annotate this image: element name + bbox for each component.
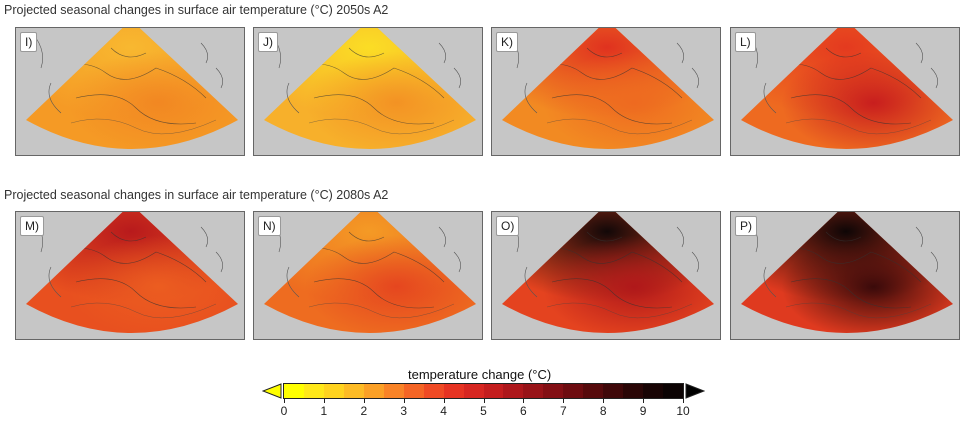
legend-tick-label: 9 [639, 404, 647, 418]
map-panel-j: J) [253, 27, 483, 156]
legend-swatch [483, 384, 504, 398]
legend-tick-mark [363, 399, 365, 403]
map-image [741, 28, 953, 149]
panel-label: I) [20, 32, 38, 52]
map-panel-o: O) [491, 211, 721, 340]
legend-tick-mark [483, 399, 485, 403]
legend-swatch [563, 384, 584, 398]
map-image [741, 212, 953, 333]
legend-swatch [623, 384, 644, 398]
panel-label: K) [496, 32, 518, 52]
legend-tick-mark [443, 399, 445, 403]
map-panel-m: M) [15, 211, 245, 340]
legend-swatch [463, 384, 484, 398]
panel-label: J) [258, 32, 278, 52]
legend-swatch [663, 384, 684, 398]
panel-label: M) [20, 216, 44, 236]
legend-swatch [363, 384, 384, 398]
legend-swatch [543, 384, 564, 398]
legend-tick-mark [643, 399, 645, 403]
map-panel-k: K) [491, 27, 721, 156]
legend-swatch [303, 384, 324, 398]
legend-swatch [284, 384, 304, 398]
legend-tick-label: 3 [400, 404, 408, 418]
legend-swatch [403, 384, 424, 398]
legend-tick-mark [603, 399, 605, 403]
legend-tick-label: 0 [280, 404, 288, 418]
legend-tick-mark [683, 399, 684, 403]
legend-swatch [443, 384, 464, 398]
panel-label: O) [496, 216, 520, 236]
panel-label: N) [258, 216, 281, 236]
legend-title: temperature change (°C) [408, 367, 552, 382]
legend-tick-label: 8 [599, 404, 607, 418]
legend-swatch [583, 384, 604, 398]
legend-tick-label: 1 [320, 404, 328, 418]
legend-swatch [503, 384, 524, 398]
panel-label: P) [735, 216, 757, 236]
legend-under-arrow [262, 383, 282, 399]
legend-swatch [603, 384, 624, 398]
map-image [502, 212, 714, 333]
map-panel-i: I) [15, 27, 245, 156]
map-panel-n: N) [253, 211, 483, 340]
legend-tick-mark [563, 399, 565, 403]
legend-over-arrow [685, 383, 705, 399]
map-panel-l: L) [730, 27, 960, 156]
legend-swatch [523, 384, 544, 398]
legend-swatch [643, 384, 664, 398]
map-image [264, 28, 476, 149]
map-image [26, 212, 238, 333]
legend-tick-mark [284, 399, 285, 403]
legend-tick-label: 5 [480, 404, 487, 418]
legend-tick-label: 6 [520, 404, 527, 418]
legend-swatch [423, 384, 444, 398]
legend-tick-label: 4 [440, 404, 447, 418]
legend-tick-label: 7 [559, 404, 567, 418]
map-panel-p: P) [730, 211, 960, 340]
legend-colorbar [283, 383, 684, 399]
legend-swatch [383, 384, 404, 398]
row-title-2050s: Projected seasonal changes in surface ai… [4, 3, 389, 17]
legend-swatch [323, 384, 344, 398]
map-image [26, 28, 238, 149]
legend-tick-mark [523, 399, 525, 403]
legend-tick-mark [323, 399, 325, 403]
legend-tick-label: 2 [360, 404, 368, 418]
legend-tick-mark [403, 399, 405, 403]
legend-tick-label: 10 [676, 404, 690, 418]
legend-swatch [343, 384, 364, 398]
row-title-2080s: Projected seasonal changes in surface ai… [4, 188, 389, 202]
panel-label: L) [735, 32, 756, 52]
map-image [502, 28, 714, 149]
map-image [264, 212, 476, 333]
